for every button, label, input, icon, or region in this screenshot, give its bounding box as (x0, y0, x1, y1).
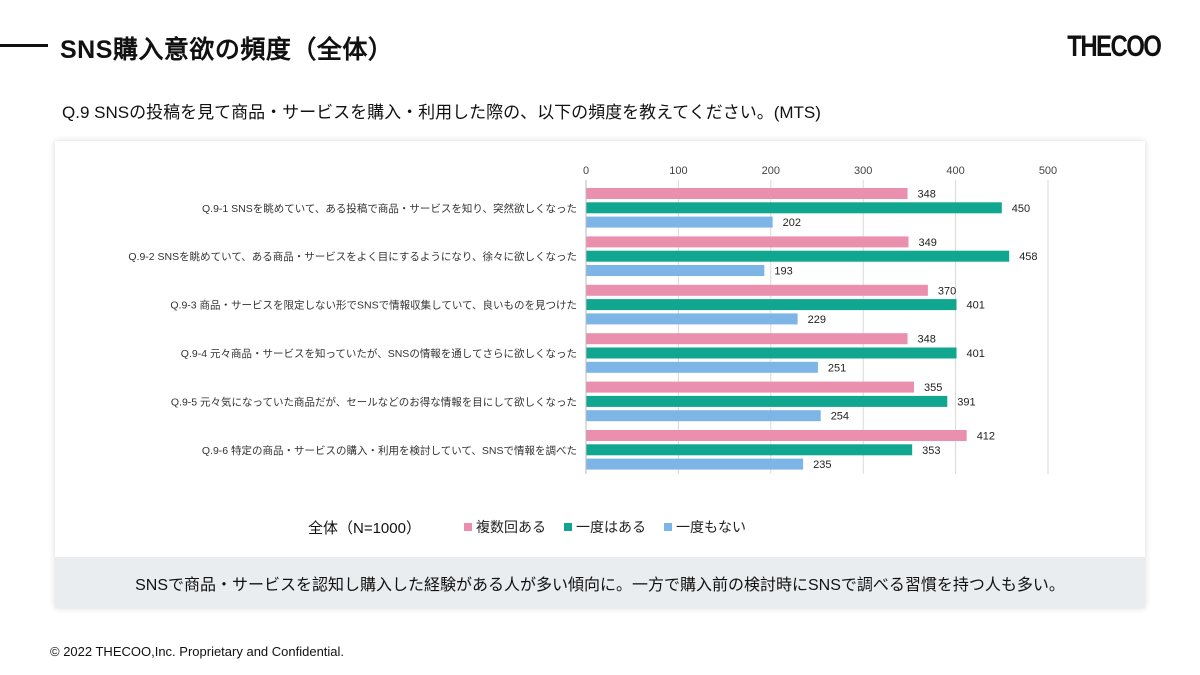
question-text: Q.9 SNSの投稿を見て商品・サービスを購入・利用した際の、以下の頻度を教えて… (62, 103, 821, 122)
title-accent-line (0, 44, 48, 47)
thecoo-logo: THECOO (1066, 30, 1162, 63)
summary-text: SNSで商品・サービスを認知し購入した経験がある人が多い傾向に。一方で購入前の検… (135, 576, 1065, 594)
page-title: SNS購入意欲の頻度（全体） (60, 36, 394, 64)
chart-card: SNSで商品・サービスを認知し購入した経験がある人が多い傾向に。一方で購入前の検… (55, 141, 1145, 608)
copyright-footer: © 2022 THECOO,Inc. Proprietary and Confi… (50, 644, 345, 659)
summary-banner: SNSで商品・サービスを認知し購入した経験がある人が多い傾向に。一方で購入前の検… (55, 557, 1145, 608)
